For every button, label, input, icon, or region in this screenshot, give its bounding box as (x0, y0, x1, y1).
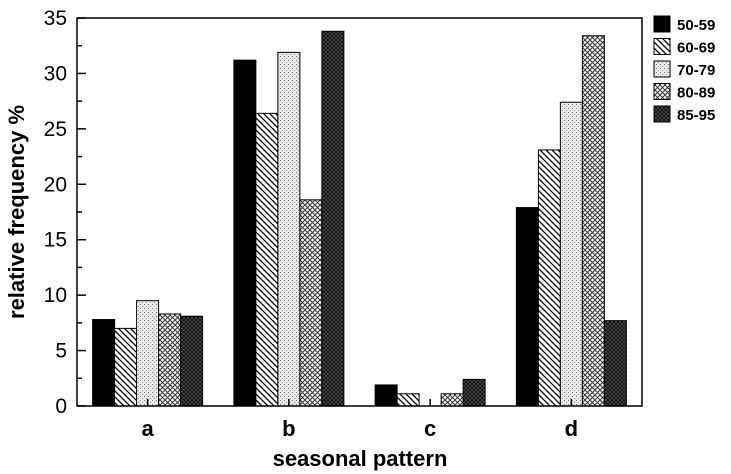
x-tick-label: b (282, 416, 295, 441)
bar-b-80-89 (299, 199, 323, 407)
bar-a-80-89 (158, 313, 182, 407)
y-axis: 0 5 10 15 20 25 30 35 (44, 7, 86, 418)
y-tick-label: 15 (44, 229, 67, 252)
legend-label: 60-69 (677, 40, 715, 57)
y-tick-label: 5 (55, 340, 67, 363)
x-tick-label: a (142, 416, 155, 441)
bar-a-50-59 (92, 319, 116, 407)
bar-b-50-59 (233, 59, 257, 407)
bar-d-50-59 (515, 207, 539, 407)
legend-label: 50-59 (677, 17, 715, 34)
legend-label: 70-79 (677, 62, 715, 79)
bar-c-50-59 (374, 384, 398, 407)
bar-b-70-79 (277, 51, 301, 407)
x-axis-title: seasonal pattern (273, 446, 448, 471)
bar-d-85-95 (603, 320, 627, 407)
y-tick-label: 25 (44, 118, 67, 141)
x-tick-label: c (424, 416, 436, 441)
bar-c-60-69 (396, 393, 420, 407)
bar-d-60-69 (537, 149, 561, 407)
y-tick-label: 30 (44, 62, 67, 85)
legend-swatch-85-95 (653, 105, 671, 123)
y-tick-label: 0 (55, 395, 67, 418)
bar-d-80-89 (581, 35, 605, 407)
bar-b-85-95 (321, 30, 345, 407)
bar-a-70-79 (136, 300, 160, 407)
x-tick-label: d (565, 416, 578, 441)
bar-c-80-89 (440, 393, 464, 407)
legend-swatch-80-89 (653, 83, 671, 100)
bar-b-60-69 (255, 112, 279, 407)
bars-group (92, 30, 627, 407)
legend-label: 80-89 (677, 85, 715, 102)
y-tick-label: 20 (44, 173, 67, 196)
legend: 50-59 60-69 70-79 80-89 85-95 (653, 15, 715, 124)
bar-c-85-95 (462, 378, 486, 407)
y-tick-label: 10 (44, 284, 67, 307)
legend-swatch-60-69 (653, 38, 671, 55)
legend-label: 85-95 (677, 107, 715, 124)
bar-d-70-79 (559, 101, 583, 407)
legend-swatch-70-79 (653, 60, 671, 78)
legend-swatch-50-59 (653, 15, 671, 33)
bar-a-85-95 (180, 315, 204, 407)
x-axis: a b c d (142, 399, 578, 441)
bar-a-60-69 (114, 327, 138, 407)
y-axis-title: relative frequency % (4, 105, 29, 319)
y-tick-label: 35 (44, 7, 67, 30)
